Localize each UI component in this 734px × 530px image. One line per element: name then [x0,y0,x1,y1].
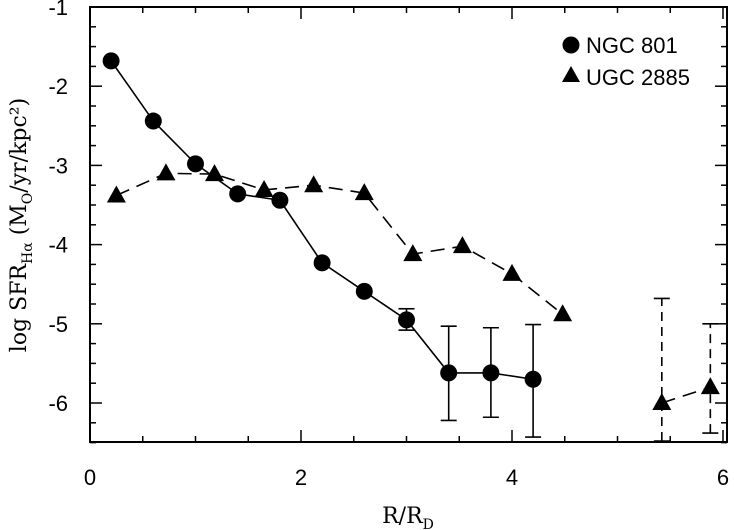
tick-labels: 0 2 4 6 -1 -2 -3 -4 -5 -6 [48,0,729,490]
y-tick-label: -4 [48,233,68,258]
ngc801-point [355,282,373,300]
ugc2885-point [254,179,274,197]
ngc801-point [524,370,542,388]
ngc801-point [482,364,500,382]
y-tick-label: -6 [48,391,68,416]
ugc2885-point [553,304,573,322]
ngc801-point [398,311,415,329]
x-tick-label: 0 [84,465,96,490]
ngc801-point [102,52,120,70]
legend-marker-ugc2885 [562,66,580,82]
y-tick-label: -5 [48,312,68,337]
ugc2885-point [502,263,522,281]
ngc801-point [144,112,162,130]
ugc2885-point [452,236,472,254]
ugc2885-point [700,377,720,395]
ngc801-line [110,60,534,381]
x-tick-label: 2 [295,465,307,490]
y-axis-title: log SFRHα (MO/yr/kpc²) [7,98,36,352]
legend-label-ugc2885: UGC 2885 [586,65,690,90]
ugc2885-point [652,393,672,410]
ugc2885-point [106,185,126,203]
ugc2885-point [156,163,176,181]
ugc2885-point [204,164,224,182]
ngc801-point [271,191,289,209]
data-series [102,52,720,442]
x-tick-label: 4 [506,465,518,490]
x-axis-title: R/RD [382,504,434,530]
series-ngc801 [102,52,542,438]
ngc801-point [229,185,247,203]
ugc2885-point [403,244,423,262]
y-tick-label: -1 [48,0,68,20]
ugc2885-point [304,175,324,193]
ngc801-point [187,155,204,173]
y-tick-label: -2 [48,74,68,99]
x-tick-label: 6 [717,465,729,490]
series-ugc2885 [106,163,720,442]
axis-ticks [89,6,727,444]
ugc2885-point [354,183,374,201]
ugc2885-line [661,386,711,404]
legend: NGC 801 UGC 2885 [562,33,690,90]
legend-label-ngc801: NGC 801 [586,33,678,58]
ngc801-point [313,254,331,272]
ugc2885-line [116,172,564,315]
ngc801-point [440,364,458,382]
y-tick-label: -3 [48,153,68,178]
legend-marker-ngc801 [562,36,580,54]
